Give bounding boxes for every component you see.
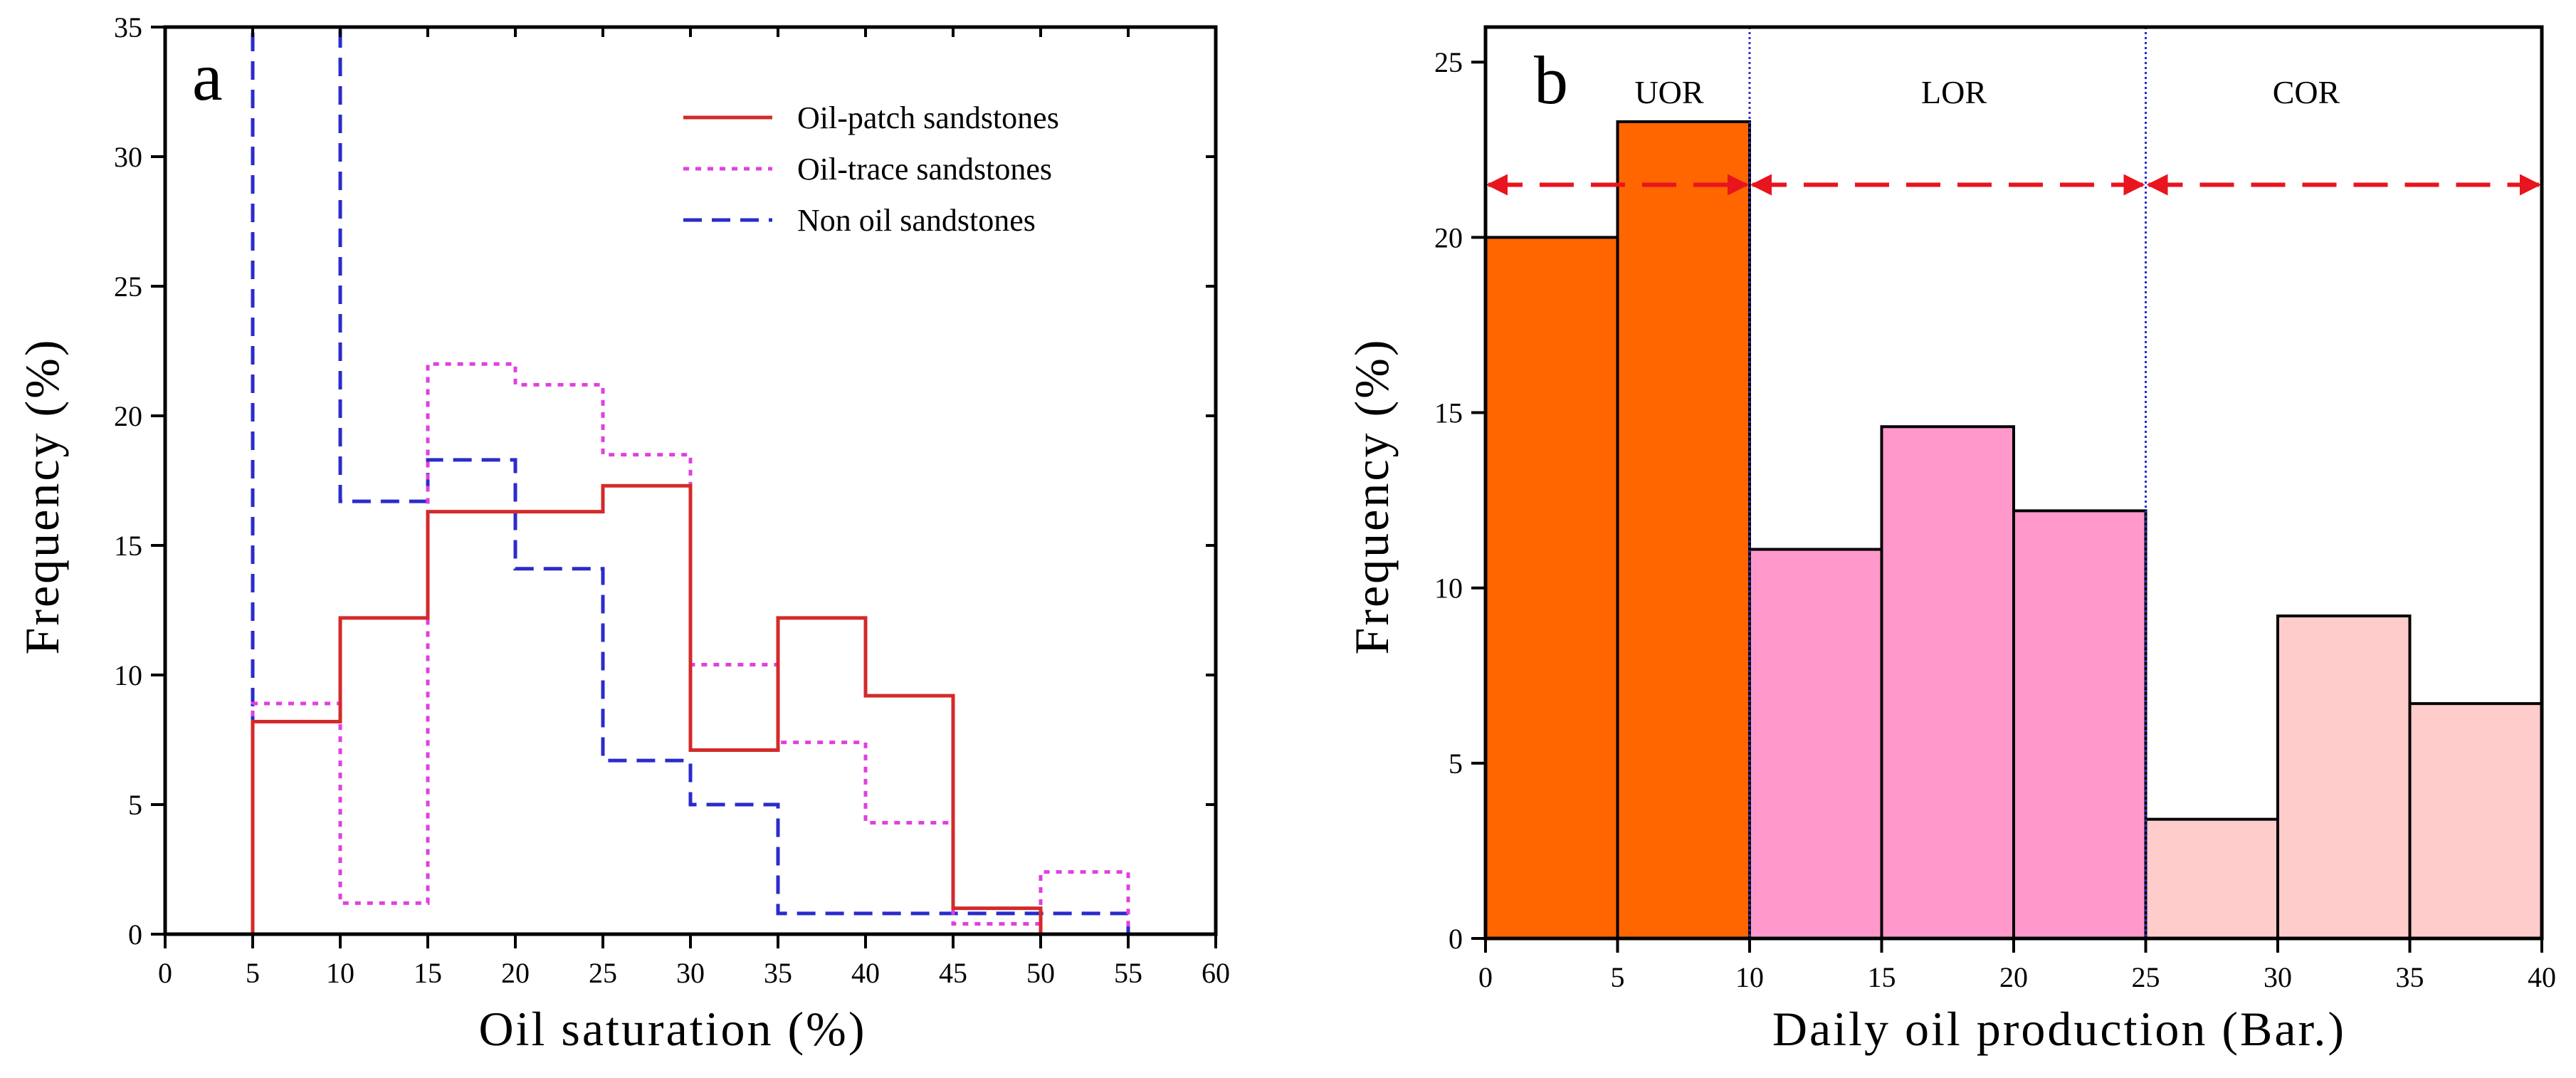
panel-a-y-axis-title: Frequency (%) <box>15 338 69 655</box>
bar-bin-5 <box>2144 817 2279 940</box>
region-label-lor: LOR <box>1921 74 1987 110</box>
y-tick-label: 15 <box>1434 397 1463 429</box>
x-tick-label: 40 <box>851 957 880 989</box>
bar-bin-0 <box>1484 236 1619 940</box>
x-tick-label: 15 <box>414 957 442 989</box>
panel-b-plot-area <box>1483 25 2544 941</box>
x-tick-label: 0 <box>158 957 172 989</box>
x-tick-label: 55 <box>1114 957 1142 989</box>
y-tick-label: 20 <box>114 400 142 432</box>
x-tick-label: 20 <box>1999 961 2028 993</box>
bar-bin-3 <box>1880 425 2015 940</box>
panel-a-ticks: 0 5 10 15 20 25 30 35 40 45 50 55 60 0 5 10 15 20 25 30 35 <box>114 11 1230 989</box>
bar-bin-1 <box>1616 120 1751 940</box>
bar-bin-4 <box>2012 509 2147 940</box>
y-tick-label: 10 <box>114 659 142 691</box>
panel-a: 0 5 10 15 20 25 30 35 40 45 50 55 60 0 5 10 15 20 25 30 35 O… <box>15 11 1230 1056</box>
x-tick-label: 50 <box>1026 957 1055 989</box>
x-tick-label: 35 <box>764 957 792 989</box>
panel-b-x-axis-title: Daily oil production (Bar.) <box>1772 1002 2346 1056</box>
y-tick-label: 25 <box>1434 46 1463 78</box>
panel-a-x-axis-title: Oil saturation (%) <box>479 1002 867 1056</box>
region-label-uor: UOR <box>1634 74 1703 110</box>
y-tick-label: 10 <box>1434 572 1463 605</box>
y-tick-label: 5 <box>128 789 142 821</box>
panel-a-legend: Oil-patch sandstones Oil-trace sandstone… <box>683 100 1059 238</box>
x-tick-label: 30 <box>676 957 705 989</box>
x-tick-label: 10 <box>1735 961 1764 993</box>
y-tick-label: 0 <box>1449 923 1463 955</box>
panel-b: 0 5 10 15 20 25 30 35 40 0 5 10 15 20 25 Daily oil pro… <box>1345 25 2556 1056</box>
x-tick-label: 0 <box>1478 961 1493 993</box>
legend-label-non-oil: Non oil sandstones <box>797 203 1036 238</box>
x-tick-label: 25 <box>2132 961 2160 993</box>
x-tick-label: 15 <box>1868 961 1896 993</box>
y-tick-label: 35 <box>114 11 142 43</box>
panel-a-plot-area <box>163 25 1218 936</box>
region-label-cor: COR <box>2273 74 2340 110</box>
panel-b-y-axis-title: Frequency (%) <box>1345 338 1399 655</box>
bar-bin-6 <box>2276 614 2412 940</box>
x-tick-label: 30 <box>2264 961 2292 993</box>
bar-bin-2 <box>1748 548 1883 940</box>
x-tick-label: 40 <box>2528 961 2556 993</box>
x-tick-label: 5 <box>246 957 260 989</box>
x-tick-label: 60 <box>1202 957 1230 989</box>
x-tick-label: 5 <box>1611 961 1625 993</box>
x-tick-label: 20 <box>501 957 530 989</box>
y-tick-label: 0 <box>128 919 142 951</box>
y-tick-label: 25 <box>114 271 142 303</box>
x-tick-label: 25 <box>589 957 617 989</box>
legend-label-oil-patch: Oil-patch sandstones <box>797 100 1059 135</box>
y-tick-label: 5 <box>1449 748 1463 780</box>
legend-label-oil-trace: Oil-trace sandstones <box>797 152 1052 187</box>
y-tick-label: 20 <box>1434 221 1463 253</box>
panel-b-ticks: 0 5 10 15 20 25 30 35 40 0 5 10 15 20 25 <box>1434 46 2556 993</box>
y-tick-label: 15 <box>114 530 142 562</box>
panel-a-letter: a <box>192 38 223 115</box>
bar-bin-7 <box>2408 702 2543 941</box>
x-tick-label: 10 <box>326 957 354 989</box>
y-tick-label: 30 <box>114 141 142 173</box>
series-line-oil-patch-sandstones <box>251 483 1043 934</box>
x-tick-label: 35 <box>2396 961 2424 993</box>
panel-b-letter: b <box>1534 42 1568 118</box>
x-tick-label: 45 <box>939 957 967 989</box>
